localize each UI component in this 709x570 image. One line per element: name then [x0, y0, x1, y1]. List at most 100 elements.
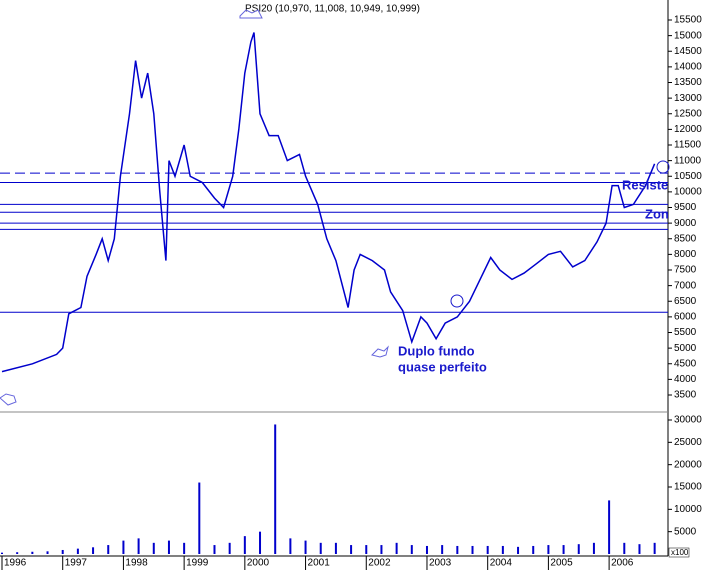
- volume-bar: [334, 542, 337, 554]
- unit-box: [668, 547, 690, 558]
- volume-bar: [380, 545, 383, 554]
- x-tick-label: 2005: [550, 558, 573, 569]
- volume-bar: [319, 542, 322, 554]
- price-line: [1, 32, 656, 373]
- x-tick-label: 1996: [4, 558, 27, 569]
- volume-bar: [471, 545, 474, 554]
- volume-bar: [608, 500, 611, 554]
- x-tick-label: 2001: [308, 558, 331, 569]
- volume-unit: x100: [671, 548, 689, 557]
- volume-bar: [61, 549, 64, 554]
- volume-bar: [547, 545, 550, 554]
- smiley-icon: [656, 160, 670, 174]
- volume-bar: [274, 424, 277, 554]
- volume-bar: [1, 552, 3, 554]
- y-tick-label: 11000: [674, 155, 702, 166]
- y-tick-label: 6500: [674, 296, 697, 307]
- volume-bar: [638, 544, 641, 554]
- volume-bar: [198, 482, 201, 554]
- volume-bar: [456, 545, 459, 554]
- y-tick-label: 15500: [674, 15, 702, 26]
- x-tick-label: 1998: [125, 558, 148, 569]
- y-tick-label: 14000: [674, 62, 702, 73]
- volume-bar: [653, 542, 656, 554]
- y-tick-label: 14500: [674, 46, 702, 57]
- volume-bar: [486, 545, 489, 554]
- y-tick-label: 4000: [674, 374, 697, 385]
- y-tick-label: 5000: [674, 526, 697, 537]
- volume-bar: [122, 540, 125, 554]
- volume-bar: [152, 542, 155, 554]
- y-tick-label: 5500: [674, 327, 697, 338]
- y-tick-label: 6000: [674, 312, 697, 323]
- y-tick-label: 25000: [674, 437, 702, 448]
- x-tick-label: 1997: [65, 558, 88, 569]
- bear-icon: [0, 393, 17, 406]
- y-tick-label: 8000: [674, 249, 697, 260]
- y-tick-label: 20000: [674, 459, 702, 470]
- y-tick-label: 15000: [674, 30, 702, 41]
- y-tick-label: 9500: [674, 202, 697, 213]
- annotation: Zon: [645, 206, 669, 221]
- volume-bar: [562, 545, 565, 554]
- x-tick-label: 2002: [368, 558, 391, 569]
- y-tick-label: 9000: [674, 218, 697, 229]
- y-tick-label: 10000: [674, 504, 702, 515]
- volume-bar: [228, 542, 231, 554]
- annotation: quase perfeito: [398, 359, 487, 374]
- volume-bar: [350, 545, 353, 554]
- volume-bar: [592, 542, 595, 554]
- y-tick-label: 13000: [674, 93, 702, 104]
- x-tick-label: 2000: [247, 558, 270, 569]
- volume-bar: [441, 545, 444, 554]
- volume-bar: [107, 545, 110, 554]
- volume-bar: [304, 540, 307, 554]
- volume-bar: [577, 544, 580, 554]
- volume-bar: [289, 538, 292, 554]
- volume-bar: [213, 545, 216, 554]
- y-tick-label: 11500: [674, 140, 702, 151]
- y-tick-label: 12000: [674, 124, 702, 135]
- y-tick-label: 3500: [674, 390, 697, 401]
- volume-bar: [623, 542, 626, 554]
- volume-bar: [31, 551, 34, 554]
- volume-bar: [243, 536, 246, 554]
- y-tick-label: 10500: [674, 171, 702, 182]
- y-tick-label: 4500: [674, 358, 697, 369]
- y-tick-label: 7500: [674, 265, 697, 276]
- volume-bar: [46, 551, 49, 554]
- smiley-icon: [450, 294, 464, 308]
- bull-icon: [239, 9, 263, 19]
- volume-bar: [259, 531, 262, 554]
- y-tick-label: 10000: [674, 187, 702, 198]
- y-tick-label: 30000: [674, 415, 702, 426]
- x-tick-label: 1999: [186, 558, 209, 569]
- volume-bar: [425, 545, 428, 554]
- y-tick-label: 12500: [674, 108, 702, 119]
- y-tick-label: 15000: [674, 482, 702, 493]
- annotation: Resiste: [622, 177, 668, 192]
- y-tick-label: 7000: [674, 280, 697, 291]
- volume-bar: [532, 545, 535, 554]
- volume-bar: [183, 542, 186, 554]
- y-tick-label: 8500: [674, 233, 697, 244]
- y-tick-label: 13500: [674, 77, 702, 88]
- volume-bar: [16, 552, 19, 554]
- volume-bar: [517, 546, 520, 554]
- volume-bar: [167, 540, 170, 554]
- y-tick-label: 5000: [674, 343, 697, 354]
- volume-bar: [410, 545, 413, 554]
- bear-icon: [371, 345, 389, 358]
- x-tick-label: 2003: [429, 558, 452, 569]
- volume-bar: [501, 545, 504, 554]
- volume-bar: [395, 542, 398, 554]
- volume-bar: [92, 547, 95, 554]
- x-tick-label: 2006: [611, 558, 634, 569]
- volume-bar: [365, 545, 368, 554]
- volume-bar: [137, 538, 140, 554]
- x-tick-label: 2004: [490, 558, 513, 569]
- volume-bar: [76, 548, 79, 554]
